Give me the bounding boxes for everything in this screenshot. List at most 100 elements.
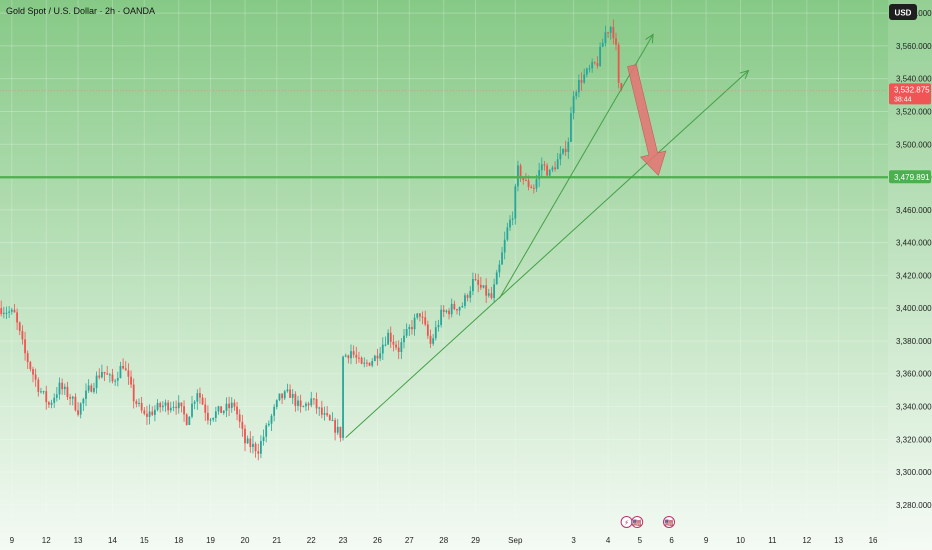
candle-body [294,393,297,406]
candle-body [519,165,522,179]
candle-body [275,400,278,407]
event-marker-icon[interactable]: ⚡ [620,516,633,528]
candle-body [373,355,376,361]
candle-body [350,351,352,359]
candle-body [29,362,32,370]
candle-body [265,425,268,437]
x-tick-label: 26 [373,536,382,545]
candle-body [411,327,413,330]
trend-line[interactable] [345,70,749,439]
candle-body [307,403,310,406]
candle-body [0,308,3,314]
candle-body [161,405,164,408]
candle-body [384,344,387,346]
candle-body [207,412,209,421]
candle-body [156,403,159,410]
candle-body [2,312,5,314]
candle-body [429,335,432,344]
candle-body [315,399,318,409]
y-tick-label: 3,460.000 [896,206,932,215]
candle-body [34,374,37,380]
candle-body [601,42,604,47]
y-tick-label: 3,500.000 [896,140,932,149]
candle-body [79,403,82,415]
event-marker-icon[interactable]: 🇺🇸 [631,516,644,528]
candle-body [8,311,11,313]
candle-body [164,402,167,406]
candle-body [204,404,207,413]
candle-body [583,74,586,83]
candle-body [313,398,315,400]
candle-body [82,398,85,404]
y-tick-label: 3,340.000 [896,403,932,412]
candle-body [77,410,79,415]
event-marker-icon[interactable]: 🇺🇸 [663,516,675,528]
candle-body [289,389,291,398]
candle-body [474,279,477,281]
candle-body [286,389,289,392]
candle-body [119,365,122,379]
forecast-arrow[interactable] [627,64,667,176]
y-tick-label: 3,280.000 [896,501,932,510]
candle-body [199,393,201,398]
candle-body [453,303,456,310]
candle-body [556,159,559,170]
candle-body [490,293,493,298]
candle-body [392,341,395,345]
trend-line[interactable] [498,34,654,299]
x-tick-label: 11 [768,536,777,545]
candle-body [93,387,95,392]
candle-body [61,382,64,390]
candle-body [591,62,594,69]
candle-body [183,406,185,415]
candle-body [328,415,331,421]
candle-body [612,26,615,39]
candle-body [233,402,236,407]
candle-body [397,347,400,352]
candle-body [214,411,217,418]
candle-body [42,391,45,393]
drawings[interactable] [0,33,888,439]
candle-body [135,401,138,405]
x-tick-label: 20 [241,536,250,545]
candle-body [599,46,601,66]
candle-body [355,354,358,358]
candle-body [180,402,183,407]
candle-body [254,443,257,452]
x-tick-label: 27 [405,536,414,545]
candle-body [543,164,546,166]
candle-body [53,397,56,403]
candle-body [585,68,588,75]
candle-body [371,360,374,366]
candle-body [548,169,551,176]
x-tick-label: 14 [108,536,117,545]
y-tick-label: 3,540.000 [896,75,932,84]
candle-body [69,397,71,399]
y-tick-label: 3,440.000 [896,239,932,248]
candle-body [32,369,34,375]
candle-body [426,324,429,336]
candle-body [257,451,260,454]
currency-button[interactable]: USD [889,4,917,20]
candle-body [609,26,612,33]
y-tick-label: 3,320.000 [896,435,932,444]
candle-body [127,370,130,377]
candle-body [281,393,283,399]
candle-body [360,357,363,364]
candle-body [148,411,151,417]
candle-body [188,416,191,425]
candle-body [363,362,366,364]
candle-body [554,167,556,170]
candle-body [87,385,90,391]
chart-title: Gold Spot / U.S. Dollar · 2h · OANDA [6,6,155,16]
x-tick-label: 4 [606,536,611,545]
candle-body [440,309,442,325]
candle-body [413,317,416,330]
candle-body [485,285,488,296]
candle-body [575,92,578,97]
x-tick-label: 13 [74,536,83,545]
candle-body [381,344,384,354]
candle-body [472,279,474,292]
